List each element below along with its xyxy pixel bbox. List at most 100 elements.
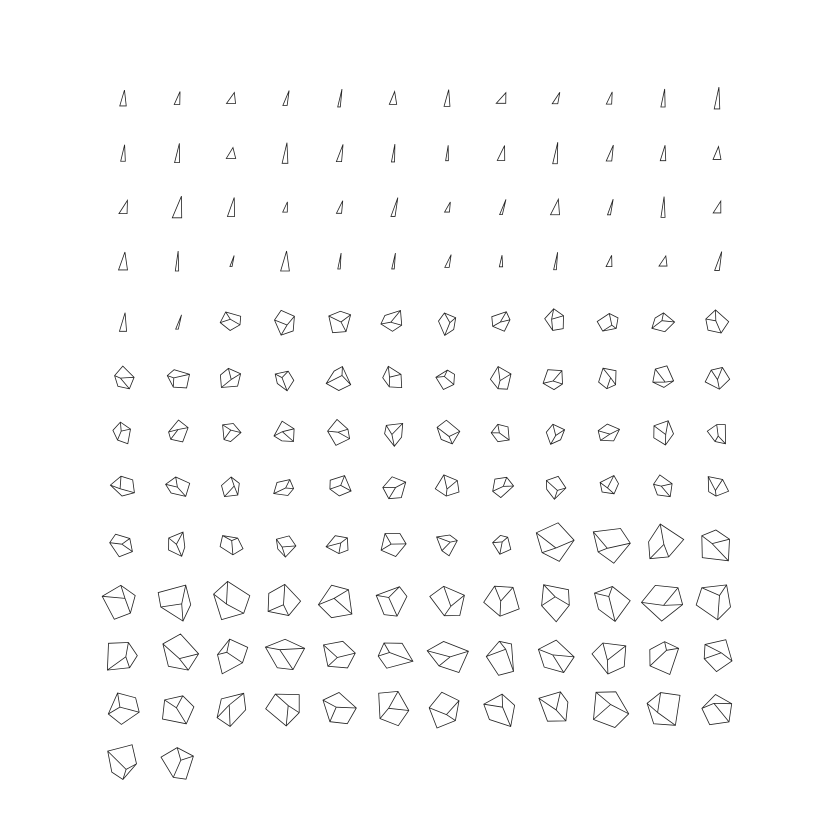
- pentagon-outline: [701, 529, 730, 562]
- pentagon-outline: [378, 690, 410, 727]
- pentagon-spoke: [499, 541, 503, 555]
- triangle-outline: [660, 196, 666, 218]
- pentagon-glyph: [325, 365, 352, 391]
- triangle-outline: [173, 91, 181, 105]
- pentagon-spoke: [436, 536, 451, 543]
- pentagon-spoke: [230, 429, 242, 433]
- pentagon-spoke: [592, 531, 608, 549]
- triangle-glyph: [553, 252, 559, 271]
- pentagon-spoke: [721, 652, 733, 662]
- pentagon-outline: [382, 476, 407, 500]
- triangle-outline: [495, 91, 507, 104]
- pentagon-spoke: [286, 315, 295, 326]
- pentagon-spoke: [340, 537, 348, 544]
- pentagon-outline: [380, 533, 407, 557]
- triangle-glyph: [660, 196, 666, 218]
- triangle-outline: [391, 252, 396, 270]
- triangle-outline: [174, 143, 180, 164]
- pentagon-spoke: [449, 650, 469, 658]
- pentagon-spoke: [230, 373, 241, 380]
- pentagon-outline: [221, 476, 240, 498]
- pentagon-spoke: [554, 490, 558, 500]
- pentagon-spoke: [717, 435, 726, 445]
- pentagon-outline: [273, 479, 295, 496]
- pentagon-glyph: [327, 418, 351, 446]
- pentagon-outline: [538, 691, 569, 722]
- pentagon-glyph: [598, 367, 617, 390]
- pentagon-spoke: [715, 479, 723, 491]
- pentagon-spoke: [390, 321, 402, 326]
- pentagon-outline: [428, 691, 460, 729]
- pentagon-outline: [165, 476, 191, 497]
- pentagon-outline: [483, 585, 520, 617]
- pentagon-spoke: [327, 657, 338, 667]
- triangle-outline: [225, 91, 236, 104]
- pentagon-spoke: [329, 707, 337, 722]
- pentagon-outline: [274, 309, 295, 336]
- pentagon-spoke: [327, 430, 338, 433]
- pentagon-glyph: [652, 365, 675, 388]
- pentagon-spoke: [717, 367, 723, 380]
- triangle-glyph: [175, 314, 182, 330]
- triangle-outline: [337, 252, 342, 270]
- triangle-glyph: [390, 144, 396, 163]
- pentagon-glyph: [168, 531, 186, 557]
- pentagon-outline: [109, 533, 133, 558]
- pentagon-spoke: [441, 541, 451, 551]
- large-pentagon-glyph: [162, 695, 195, 725]
- pentagon-spoke: [501, 694, 503, 708]
- triangle-outline: [712, 199, 722, 214]
- triangle-glyph: [712, 145, 722, 160]
- pentagon-spoke: [538, 697, 557, 711]
- pentagon-spoke: [446, 714, 456, 721]
- pentagon-glyph: [384, 422, 404, 447]
- pentagon-glyph: [221, 476, 240, 498]
- pentagon-glyph: [545, 475, 567, 500]
- pentagon-spoke: [282, 545, 296, 548]
- pentagon-spoke: [654, 368, 666, 383]
- triangle-glyph: [335, 144, 344, 163]
- pentagon-outline: [322, 692, 357, 725]
- pentagon-outline: [653, 474, 673, 498]
- pentagon-spoke: [275, 693, 289, 706]
- large-pentagon-glyph: [701, 694, 733, 726]
- pentagon-spoke: [499, 432, 510, 441]
- pentagon-glyph: [329, 475, 352, 497]
- large-pentagon-glyph: [213, 580, 251, 621]
- pentagon-glyph: [491, 311, 511, 332]
- pentagon-spoke: [609, 428, 620, 435]
- pentagon-spoke: [483, 703, 503, 708]
- large-pentagon-glyph: [162, 633, 200, 671]
- pentagon-outline: [219, 535, 244, 556]
- pentagon-glyph: [596, 313, 619, 332]
- pentagon-spoke: [498, 641, 507, 650]
- pentagon-glyph: [168, 419, 189, 443]
- pentagon-spoke: [444, 376, 455, 385]
- triangle-glyph: [337, 252, 342, 270]
- pentagon-spoke: [213, 593, 227, 605]
- pentagon-outline: [317, 584, 353, 619]
- pentagon-spoke: [449, 317, 456, 324]
- triangle-glyph: [337, 88, 343, 108]
- pentagon-spoke: [717, 595, 720, 620]
- pentagon-outline: [545, 475, 567, 500]
- pentagon-spoke: [181, 585, 187, 604]
- pentagon-glyph: [435, 369, 455, 391]
- pentagon-outline: [325, 535, 349, 555]
- triangle-outline: [549, 197, 560, 216]
- pentagon-glyph: [544, 308, 564, 331]
- pentagon-spoke: [704, 652, 722, 660]
- pentagon-glyph: [274, 370, 295, 392]
- pentagon-spoke: [223, 429, 232, 440]
- triangle-outline: [552, 142, 559, 165]
- triangle-outline: [229, 255, 235, 267]
- pentagon-outline: [219, 367, 242, 388]
- pentagon-spoke: [551, 308, 555, 320]
- pentagon-outline: [701, 694, 733, 726]
- pentagon-spoke: [322, 699, 337, 708]
- pentagon-spoke: [388, 487, 396, 499]
- pentagon-spoke: [550, 435, 557, 445]
- pentagon-spoke: [500, 319, 511, 323]
- pentagon-spoke: [340, 475, 345, 486]
- pentagon-spoke: [178, 658, 189, 671]
